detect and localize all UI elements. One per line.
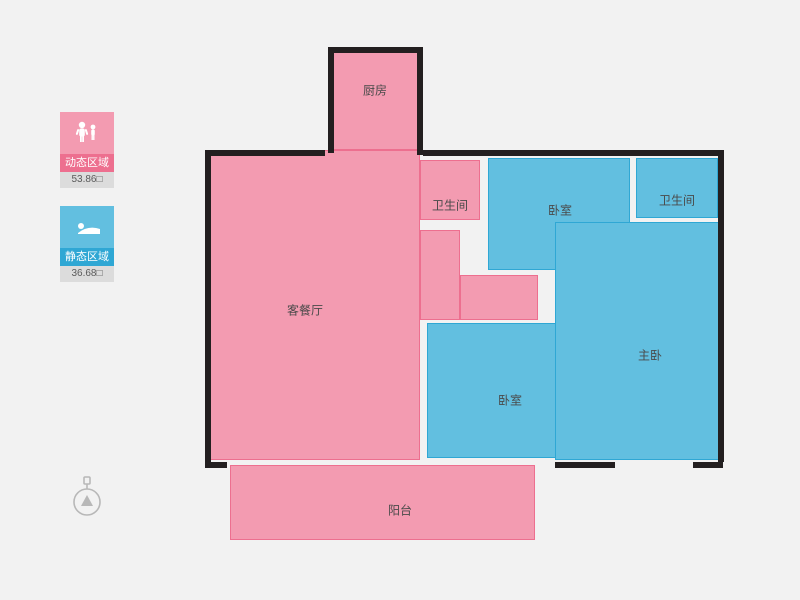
- room-bath2-label: 卫生间: [659, 192, 695, 209]
- wall-6: [423, 150, 723, 156]
- wall-9: [693, 462, 723, 468]
- compass-icon: [68, 475, 106, 534]
- wall-2: [205, 462, 227, 468]
- room-balcony-label: 阳台: [388, 502, 412, 519]
- room-master: [555, 222, 720, 460]
- legend-dynamic-label: 动态区域: [60, 154, 114, 172]
- wall-1: [205, 150, 211, 462]
- room-living_ext: [420, 230, 460, 320]
- wall-3: [328, 47, 334, 153]
- wall-8: [555, 462, 615, 468]
- wall-5: [417, 47, 423, 155]
- room-master-label: 主卧: [638, 347, 662, 364]
- room-living-label: 客餐厅: [287, 302, 323, 319]
- room-bed1-label: 卧室: [548, 202, 572, 219]
- room-bath1-label: 卫生间: [432, 197, 468, 214]
- stage: 动态区域53.86□ 静态区域36.68□ 厨房客餐厅卫生间阳台卧室卫生间卧室主…: [0, 0, 800, 600]
- room-living_mid: [460, 275, 538, 320]
- room-kitchen-label: 厨房: [363, 82, 387, 99]
- legend-dynamic-value: 53.86□: [60, 172, 114, 188]
- legend-static-value: 36.68□: [60, 266, 114, 282]
- legend-static-icon: [60, 206, 114, 248]
- wall-0: [205, 150, 325, 156]
- wall-7: [718, 150, 724, 462]
- room-bed2-label: 卧室: [498, 392, 522, 409]
- legend-static: 静态区域36.68□: [60, 206, 114, 282]
- wall-4: [328, 47, 423, 53]
- room-kitchen: [330, 50, 420, 150]
- room-balcony: [230, 465, 535, 540]
- room-bath2: [636, 158, 718, 218]
- legend-dynamic-icon: [60, 112, 114, 154]
- legend-dynamic: 动态区域53.86□: [60, 112, 114, 188]
- legend-static-label: 静态区域: [60, 248, 114, 266]
